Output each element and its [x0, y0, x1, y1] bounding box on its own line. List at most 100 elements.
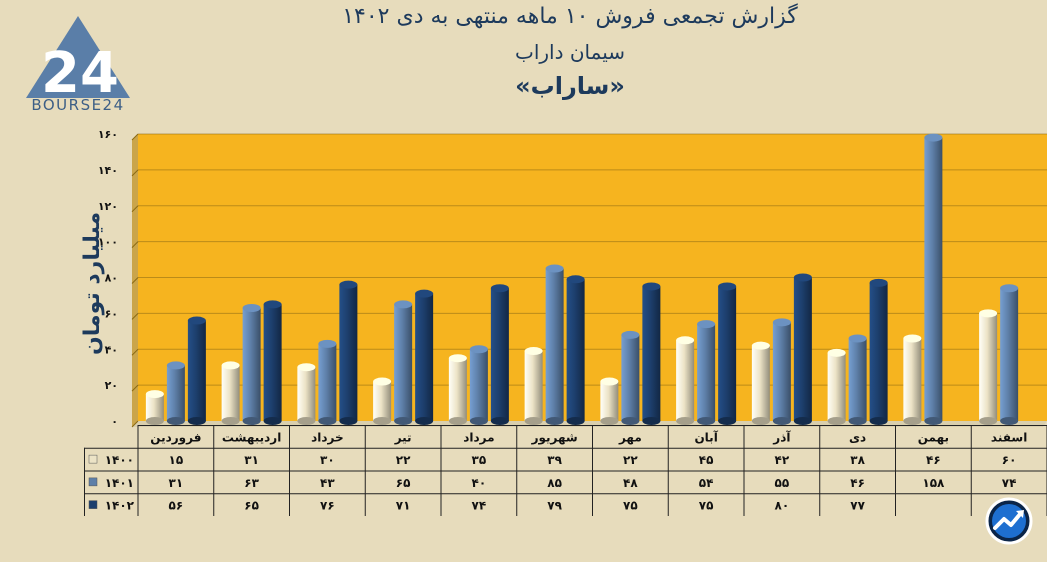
- gridline-side: [131, 241, 139, 248]
- y-tick-label: ۱۲۰: [98, 200, 118, 213]
- bar-top: [448, 354, 467, 363]
- bar-top: [772, 318, 791, 327]
- data-label: ۸۰: [775, 499, 790, 513]
- data-label: ۲۲: [623, 453, 638, 467]
- data-label: ۸۵: [547, 476, 562, 490]
- bar-base: [566, 417, 585, 425]
- bar-top: [642, 282, 661, 291]
- category-label: آبان: [694, 429, 718, 444]
- data-label: ۴۶: [850, 476, 865, 490]
- data-label: ۶۰: [1002, 453, 1017, 467]
- gridline-side: [131, 169, 139, 177]
- series-name: ۱۴۰۰: [105, 453, 134, 467]
- data-label: ۷۷: [850, 499, 865, 513]
- bar-base: [772, 417, 791, 425]
- data-label: ۱۵: [169, 453, 184, 467]
- data-label: ۳۵: [472, 453, 487, 467]
- bar: [642, 286, 661, 421]
- bar-base: [166, 417, 185, 425]
- data-label: ۶۵: [396, 476, 411, 490]
- bar: [469, 349, 488, 421]
- bar: [297, 367, 316, 421]
- bar-top: [718, 282, 737, 291]
- bar-top: [676, 336, 695, 345]
- bar-base: [1000, 417, 1019, 425]
- category-label: تیر: [394, 430, 412, 444]
- category-label: خرداد: [311, 430, 344, 444]
- bar: [394, 304, 413, 421]
- legend-key: [88, 500, 98, 509]
- data-label: ۴۶: [926, 453, 941, 467]
- data-label: ۳۱: [244, 453, 259, 467]
- bourse24-logo-icon: 24: [26, 16, 130, 106]
- gridline-side: [131, 205, 139, 213]
- bar: [697, 324, 716, 421]
- gridline-side: [131, 313, 139, 320]
- bar-base: [373, 417, 392, 425]
- bar-top: [318, 339, 337, 348]
- data-label: ۴۵: [699, 453, 714, 467]
- bar-top: [415, 289, 434, 298]
- bar-base: [642, 417, 661, 425]
- bar: [221, 365, 240, 421]
- bar: [924, 137, 943, 421]
- data-label: ۵۴: [699, 476, 714, 490]
- bar-base: [145, 417, 164, 425]
- bar: [545, 268, 564, 421]
- bar-base: [318, 417, 337, 425]
- bar-base: [903, 417, 922, 425]
- bar-top: [263, 300, 282, 309]
- bar: [979, 313, 998, 421]
- data-label: ۳۱: [169, 476, 184, 490]
- bar: [415, 293, 434, 421]
- bar-chart: ۰ ۲۰ ۴۰ ۶۰ ۸۰ ۱۰۰ ۱۲۰ ۱۴۰ ۱۶۰: [98, 128, 1047, 428]
- category-label: بهمن: [918, 430, 949, 444]
- bar-base: [827, 417, 846, 425]
- bar: [524, 351, 543, 421]
- bar-base: [469, 417, 488, 425]
- bar-top: [545, 264, 564, 273]
- bar-top: [297, 363, 316, 372]
- data-label: ۷۹: [547, 499, 562, 513]
- bar: [242, 307, 261, 421]
- data-label: ۷۴: [472, 499, 487, 513]
- chart-subtitle: سیمان داراب: [515, 40, 625, 64]
- bar-top: [869, 278, 888, 287]
- data-label: ۷۶: [320, 499, 335, 513]
- y-tick-label: ۱۰۰: [98, 236, 118, 249]
- gridline-side: [131, 348, 139, 356]
- bar-top: [697, 320, 716, 329]
- bar: [490, 288, 509, 421]
- bar-base: [676, 417, 695, 425]
- legend-key: [88, 454, 98, 464]
- data-label: ۴۸: [623, 476, 638, 490]
- bar-top: [166, 361, 185, 370]
- category-label: اسفند: [991, 430, 1027, 444]
- y-tick-label: ۴۰: [105, 343, 118, 356]
- y-axis-label: میلیارد تومان: [80, 211, 105, 355]
- bar-top: [339, 280, 358, 289]
- bar-top: [187, 316, 206, 325]
- bar-base: [394, 417, 413, 425]
- category-label: مرداد: [463, 430, 494, 444]
- bar-base: [621, 417, 640, 425]
- y-tick-label: ۸۰: [105, 272, 118, 285]
- bar-base: [448, 417, 467, 425]
- bar-top: [848, 334, 867, 343]
- bar-top: [242, 303, 261, 312]
- logo-text: BOURSE24: [31, 96, 125, 114]
- y-tick-label: ۱۶۰: [98, 128, 118, 141]
- bar-base: [187, 417, 206, 425]
- bar-top: [979, 309, 998, 318]
- data-table: فروردین اردیبهشت خرداد تیر مرداد شهریور مهر آبا…: [84, 425, 1047, 516]
- gridline-side: [131, 277, 139, 284]
- gridline-side: [131, 133, 139, 141]
- bar-top: [221, 361, 240, 370]
- bar: [566, 279, 585, 421]
- bar-top: [600, 377, 619, 386]
- bar: [827, 352, 846, 421]
- category-label: مهر: [618, 430, 642, 444]
- data-label: ۶۳: [244, 476, 259, 490]
- bar: [869, 282, 888, 421]
- data-label: ۷۱: [396, 499, 411, 513]
